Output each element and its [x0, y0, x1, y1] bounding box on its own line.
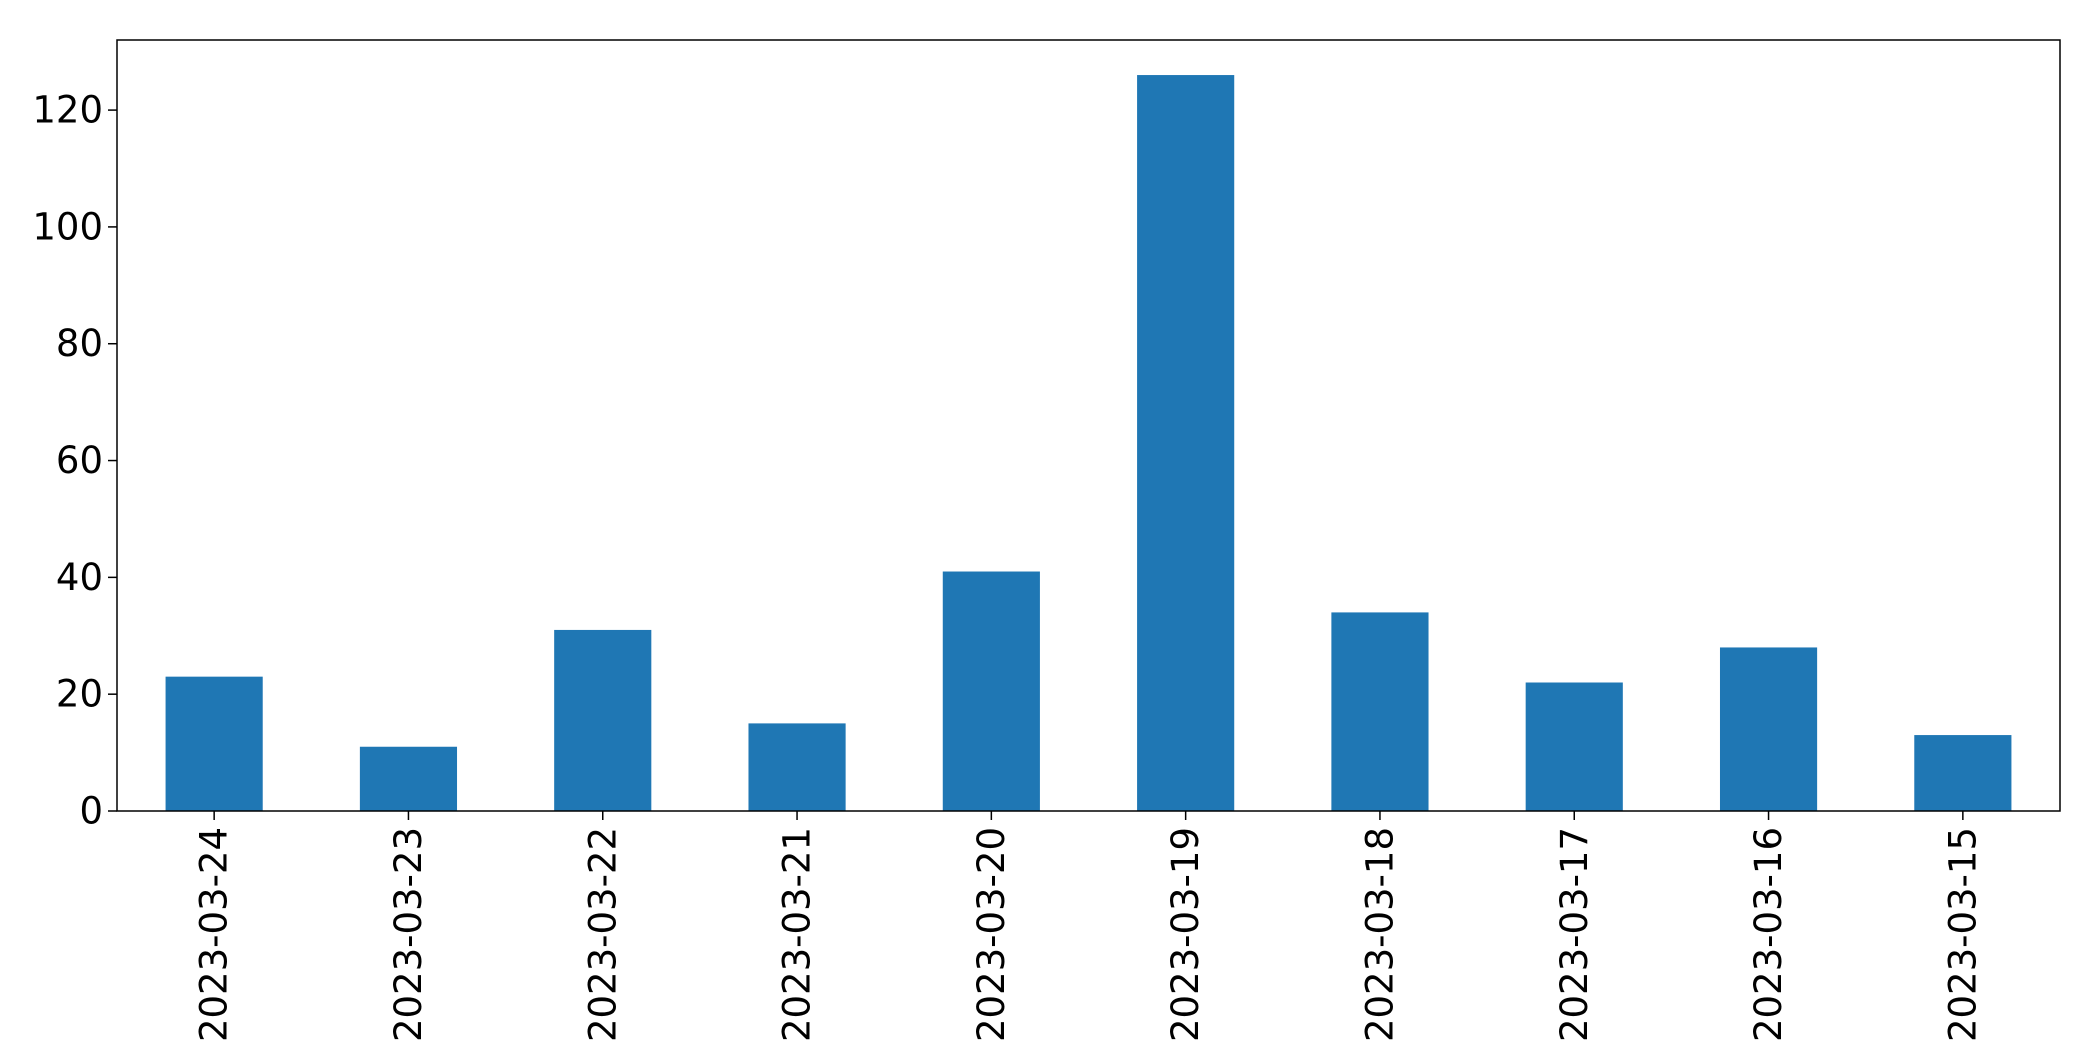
- x-tick-label: 2023-03-22: [581, 827, 624, 1042]
- bar-2023-03-17: [1525, 682, 1623, 811]
- bar-2023-03-20: [942, 571, 1040, 811]
- y-tick-label: 120: [32, 89, 103, 132]
- x-tick-label: 2023-03-18: [1358, 827, 1401, 1042]
- y-axis: 0 20 40 60 80 100 120: [32, 89, 117, 833]
- bar-2023-03-24: [165, 676, 263, 811]
- y-tick-label: 40: [56, 556, 103, 599]
- x-tick-label: 2023-03-16: [1747, 827, 1790, 1042]
- x-tick-label: 2023-03-17: [1553, 827, 1596, 1042]
- bars-layer: [165, 75, 2012, 812]
- y-tick-label: 100: [32, 205, 103, 248]
- x-tick-label: 2023-03-19: [1164, 827, 1207, 1042]
- y-tick-label: 0: [79, 790, 103, 833]
- bar-2023-03-21: [748, 723, 846, 811]
- x-axis: 2023-03-24 2023-03-23 2023-03-22 2023-03-21…: [193, 811, 1984, 1042]
- x-tick-label: 2023-03-21: [776, 827, 819, 1042]
- y-tick-label: 60: [56, 439, 103, 482]
- y-tick-label: 20: [56, 673, 103, 716]
- bar-2023-03-19: [1137, 75, 1235, 812]
- bar-2023-03-18: [1331, 612, 1429, 811]
- y-tick-label: 80: [56, 322, 103, 365]
- bar-2023-03-23: [359, 746, 458, 811]
- bar-2023-03-16: [1719, 647, 1818, 811]
- x-tick-label: 2023-03-23: [387, 827, 430, 1042]
- bar-2023-03-22: [554, 629, 652, 811]
- plot-frame: [116, 39, 2061, 812]
- x-tick-label: 2023-03-20: [970, 827, 1013, 1042]
- x-tick-label: 2023-03-24: [193, 827, 236, 1042]
- x-tick-label: 2023-03-15: [1941, 827, 1984, 1042]
- bar-2023-03-15: [1914, 735, 2012, 811]
